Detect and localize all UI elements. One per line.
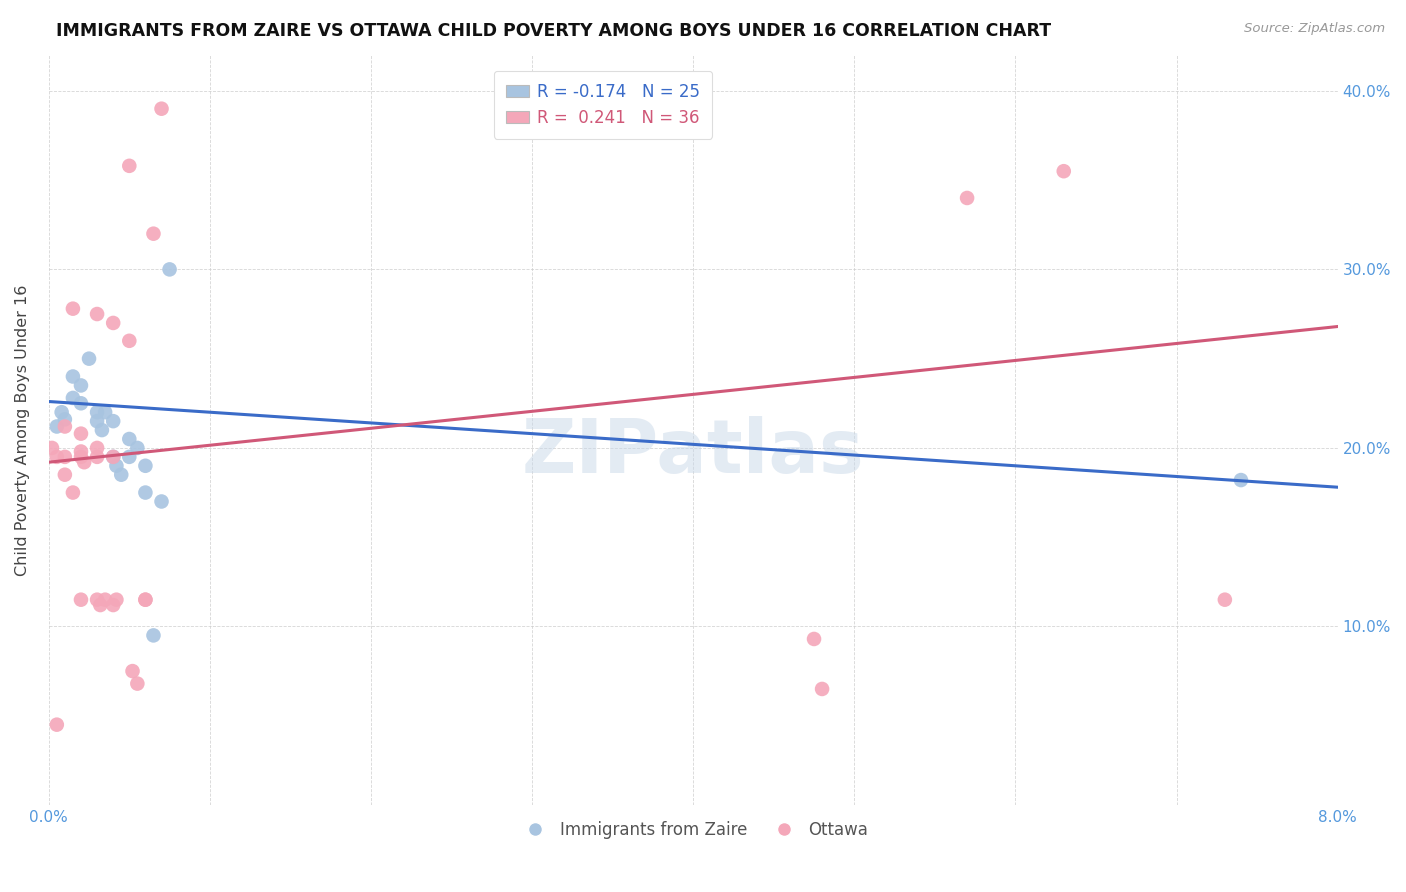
Point [94,592,117,607]
Point [62,391,84,405]
Point [86,307,108,321]
Point [103,450,125,464]
Point [103,316,125,330]
Point [89,598,111,612]
Text: ZIPatlas: ZIPatlas [522,416,865,489]
Point [41,441,63,455]
Point [62,301,84,316]
Point [45,717,67,731]
Point [70,426,93,441]
Point [150,494,173,508]
Point [811,681,834,696]
Point [53,419,76,434]
Point [70,592,93,607]
Point [70,396,93,410]
Point [53,467,76,482]
Point [86,405,108,419]
Point [118,334,141,348]
Point [86,450,108,464]
Point [103,598,125,612]
Point [62,485,84,500]
Point [127,676,149,690]
Point [142,227,165,241]
Point [105,458,128,473]
Point [62,369,84,384]
Point [118,450,141,464]
Point [118,432,141,446]
Point [134,592,156,607]
Point [103,414,125,428]
Point [103,450,125,464]
Point [86,414,108,428]
Text: IMMIGRANTS FROM ZAIRE VS OTTAWA CHILD POVERTY AMONG BOYS UNDER 16 CORRELATION CH: IMMIGRANTS FROM ZAIRE VS OTTAWA CHILD PO… [56,22,1052,40]
Point [134,592,156,607]
Point [1213,592,1236,607]
Point [118,159,141,173]
Point [159,262,181,277]
Point [86,592,108,607]
Legend: Immigrants from Zaire, Ottawa: Immigrants from Zaire, Ottawa [512,814,875,846]
Point [51,405,73,419]
Point [121,664,143,678]
Point [77,351,100,366]
Point [53,450,76,464]
Point [70,450,93,464]
Point [45,419,67,434]
Point [150,102,173,116]
Point [105,592,128,607]
Point [1053,164,1076,178]
Point [803,632,825,646]
Point [94,405,117,419]
Point [70,378,93,392]
Text: Source: ZipAtlas.com: Source: ZipAtlas.com [1244,22,1385,36]
Point [73,455,96,469]
Point [45,450,67,464]
Point [110,467,132,482]
Point [70,444,93,458]
Y-axis label: Child Poverty Among Boys Under 16: Child Poverty Among Boys Under 16 [15,285,30,575]
Point [142,628,165,642]
Point [53,412,76,426]
Point [134,485,156,500]
Point [1230,473,1253,487]
Point [127,441,149,455]
Point [956,191,979,205]
Point [90,423,112,437]
Point [86,441,108,455]
Point [134,458,156,473]
